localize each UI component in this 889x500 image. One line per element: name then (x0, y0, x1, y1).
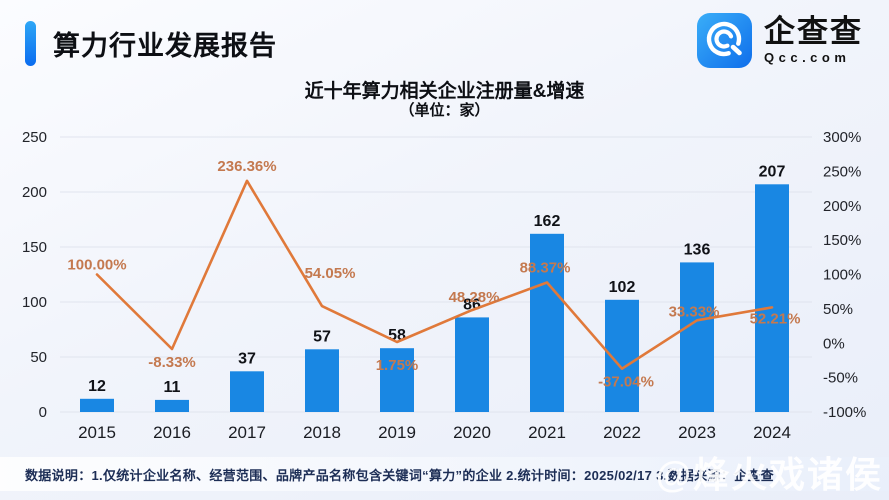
y-right-tick: 50% (823, 301, 853, 318)
bar (80, 398, 114, 412)
y-right-tick: 200% (823, 198, 861, 215)
x-axis-label: 2024 (753, 423, 791, 442)
x-axis-label: 2018 (303, 423, 341, 442)
brand-domain: Qcc.com (764, 50, 851, 66)
bar-value-label: 207 (759, 163, 786, 180)
x-axis-label: 2020 (453, 423, 491, 442)
chart-canvas: 250 200 150 100 50 0 300% 250% 200% 150% 100% 50% 0%… (22, 129, 866, 442)
x-axis-label: 2019 (378, 423, 416, 442)
x-axis-label: 2016 (153, 423, 191, 442)
chart-subtitle: （单位：家） (399, 102, 490, 119)
bar-value-label: 37 (238, 350, 256, 367)
footer-note-bar: 数据说明：1.仅统计企业名称、经营范围、品牌产品名称包含关键词“算力”的企业 2… (0, 457, 889, 491)
bar-value-label: 102 (609, 279, 636, 296)
growth-label: 48.28% (449, 289, 500, 306)
brand-name: 企查查 (764, 13, 863, 49)
qcc-logo-icon (697, 13, 752, 68)
y-left-tick: 100 (22, 294, 47, 311)
report-header: 算力行业发展报告 (25, 21, 277, 66)
growth-label: 100.00% (67, 257, 126, 274)
growth-line (95, 179, 774, 370)
bar (155, 399, 189, 412)
footer-note: 数据说明：1.仅统计企业名称、经营范围、品牌产品名称包含关键词“算力”的企业 2… (25, 467, 774, 483)
y-right-tick: 150% (823, 232, 861, 249)
y-right-tick: 250% (823, 163, 861, 180)
bar-value-label: 136 (684, 241, 711, 258)
growth-label: -8.33% (148, 354, 196, 371)
bar (680, 262, 714, 412)
y-left-tick: 200 (22, 184, 47, 201)
y-right-tick: 300% (823, 129, 861, 146)
y-right-tick: -100% (823, 404, 866, 421)
bar-value-label: 11 (164, 379, 181, 396)
x-axis-label: 2022 (603, 423, 641, 442)
bar-value-label: 57 (313, 328, 331, 345)
bar-value-label: 12 (88, 378, 106, 395)
y-right-tick: -50% (823, 370, 858, 387)
x-axis-label: 2023 (678, 423, 716, 442)
accent-bar (25, 21, 36, 66)
bar (380, 348, 414, 412)
report-title: 算力行业发展报告 (53, 31, 277, 61)
bar (230, 371, 264, 412)
bar (305, 349, 339, 412)
bar (530, 233, 564, 412)
y-left-tick: 250 (22, 129, 47, 146)
y-left-tick: 150 (22, 239, 47, 256)
x-axis-label: 2015 (78, 423, 116, 442)
growth-label: 88.37% (520, 259, 571, 276)
growth-label: 236.36% (217, 158, 276, 175)
bar-value-label: 162 (534, 213, 561, 230)
y-right-tick: 0% (823, 335, 845, 352)
growth-label: 52.21% (750, 310, 801, 327)
y-left-tick: 0 (39, 404, 47, 421)
growth-label: 1.75% (376, 357, 419, 374)
growth-label: -37.04% (598, 374, 654, 391)
bar (755, 184, 789, 412)
y-left-tick: 50 (30, 349, 47, 366)
chart-title: 近十年算力相关企业注册量&增速 (304, 81, 585, 102)
y-right-tick: 100% (823, 267, 861, 284)
bar (455, 317, 489, 412)
qcc-logo: 企查查 Qcc.com (697, 13, 863, 68)
x-axis-label: 2017 (228, 423, 266, 442)
x-axis-label: 2021 (528, 423, 566, 442)
growth-label: 33.33% (669, 303, 720, 320)
growth-label: 54.05% (305, 265, 356, 282)
